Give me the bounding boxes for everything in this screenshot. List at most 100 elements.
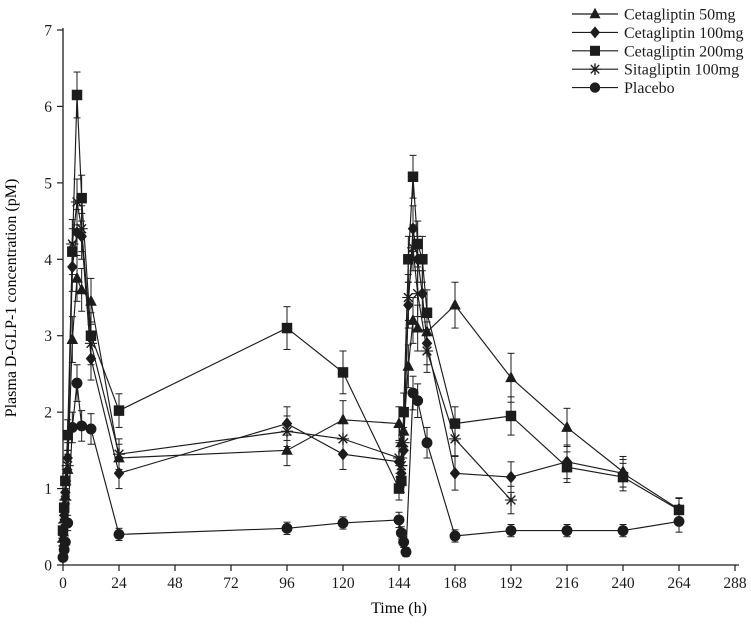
legend-label: Cetagliptin 100mg bbox=[624, 25, 744, 42]
square-marker bbox=[71, 89, 83, 101]
circle-marker bbox=[113, 528, 125, 540]
asterisk-marker bbox=[589, 63, 601, 75]
circle-marker bbox=[281, 522, 293, 534]
x-tick-label: 0 bbox=[59, 575, 67, 592]
series-square bbox=[57, 71, 685, 539]
legend-item: Cetagliptin 200mg bbox=[572, 43, 744, 60]
x-tick-label: 168 bbox=[443, 575, 467, 592]
square-marker bbox=[337, 367, 349, 378]
series-line bbox=[62, 201, 512, 543]
legend-label: Sitagliptin 100mg bbox=[624, 62, 739, 79]
triangle-marker bbox=[449, 298, 461, 310]
x-tick-label: 192 bbox=[499, 575, 522, 592]
y-tick-label: 3 bbox=[44, 328, 52, 345]
series-line bbox=[62, 228, 680, 535]
square-marker bbox=[396, 475, 407, 487]
x-tick-label: 216 bbox=[555, 575, 579, 592]
circle-marker bbox=[395, 527, 407, 539]
triangle-marker bbox=[71, 271, 83, 283]
asterisk-marker bbox=[280, 425, 294, 438]
asterisk-marker bbox=[397, 436, 410, 449]
series-diamond bbox=[57, 205, 685, 543]
asterisk-marker bbox=[336, 432, 350, 445]
x-tick-label: 48 bbox=[167, 575, 183, 592]
circle-marker bbox=[398, 536, 410, 548]
circle-marker bbox=[673, 515, 685, 527]
y-tick-label: 6 bbox=[44, 99, 52, 116]
x-tick-label: 240 bbox=[611, 575, 635, 592]
square-marker bbox=[561, 461, 573, 473]
x-tick-label: 96 bbox=[279, 575, 295, 592]
series-line bbox=[62, 278, 624, 539]
asterisk-marker bbox=[411, 287, 424, 300]
y-tick-label: 5 bbox=[44, 175, 52, 192]
triangle-marker bbox=[402, 359, 415, 371]
asterisk-marker bbox=[61, 459, 74, 472]
series-triangle bbox=[57, 254, 629, 547]
asterisk-marker bbox=[448, 432, 462, 445]
asterisk-marker bbox=[406, 241, 420, 254]
triangle-marker bbox=[505, 371, 517, 383]
y-tick-label: 7 bbox=[44, 23, 52, 40]
asterisk-marker bbox=[504, 493, 518, 507]
square-marker bbox=[62, 429, 73, 441]
circle-marker bbox=[85, 423, 97, 435]
circle-marker bbox=[66, 421, 78, 433]
asterisk-marker bbox=[66, 237, 79, 251]
square-marker bbox=[393, 483, 405, 494]
x-tick-label: 24 bbox=[111, 575, 127, 592]
circle-marker bbox=[449, 530, 461, 542]
square-marker bbox=[417, 254, 428, 265]
triangle-marker bbox=[561, 420, 573, 432]
triangle-marker bbox=[337, 413, 349, 425]
series-circle bbox=[57, 364, 685, 563]
y-tick-label: 1 bbox=[44, 481, 52, 498]
legend-item: Cetagliptin 100mg bbox=[572, 25, 744, 42]
legend-label: Cetagliptin 200mg bbox=[624, 43, 744, 60]
triangle-marker bbox=[66, 333, 79, 344]
asterisk-marker bbox=[402, 291, 415, 304]
square-marker bbox=[421, 307, 433, 319]
asterisk-marker bbox=[75, 222, 88, 235]
x-tick-label: 144 bbox=[387, 575, 411, 592]
data-series-layer bbox=[56, 71, 685, 563]
asterisk-marker bbox=[112, 448, 126, 461]
circle-marker bbox=[76, 420, 88, 432]
circle-marker bbox=[561, 525, 573, 537]
square-marker bbox=[58, 502, 70, 513]
legend-label: Cetagliptin 50mg bbox=[624, 7, 736, 24]
y-tick-label: 2 bbox=[44, 405, 52, 422]
triangle-marker bbox=[411, 321, 424, 333]
circle-marker bbox=[505, 525, 517, 537]
square-marker bbox=[505, 410, 517, 422]
square-marker bbox=[57, 525, 69, 536]
triangle-marker bbox=[281, 443, 293, 455]
diamond-marker bbox=[449, 466, 461, 480]
circle-marker bbox=[62, 517, 74, 529]
axes: 0 24 48 72 96 120 144 168 192 216 240 264 288 0 1 2 3 4 5 6… bbox=[44, 23, 747, 593]
asterisk-marker bbox=[84, 337, 98, 350]
asterisk-marker bbox=[420, 344, 434, 358]
square-marker bbox=[590, 45, 600, 56]
square-marker bbox=[113, 405, 125, 416]
asterisk-marker bbox=[395, 459, 408, 472]
circle-marker bbox=[337, 517, 349, 529]
series-asterisk bbox=[56, 178, 518, 551]
square-marker bbox=[617, 471, 629, 483]
square-marker bbox=[281, 322, 293, 334]
asterisk-marker bbox=[392, 451, 406, 465]
x-tick-label: 120 bbox=[331, 575, 355, 592]
triangle-marker bbox=[407, 313, 419, 325]
square-marker bbox=[407, 171, 419, 182]
square-marker bbox=[673, 504, 685, 516]
triangle-marker bbox=[393, 417, 405, 429]
diamond-marker bbox=[113, 466, 125, 480]
legend-item: Cetagliptin 50mg bbox=[572, 7, 736, 24]
y-axis-title: Plasma D-GLP-1 concentration (pM) bbox=[3, 179, 20, 418]
square-marker bbox=[398, 406, 409, 418]
asterisk-marker bbox=[59, 493, 72, 507]
circle-marker bbox=[400, 546, 412, 558]
legend-item: Placebo bbox=[572, 80, 675, 97]
